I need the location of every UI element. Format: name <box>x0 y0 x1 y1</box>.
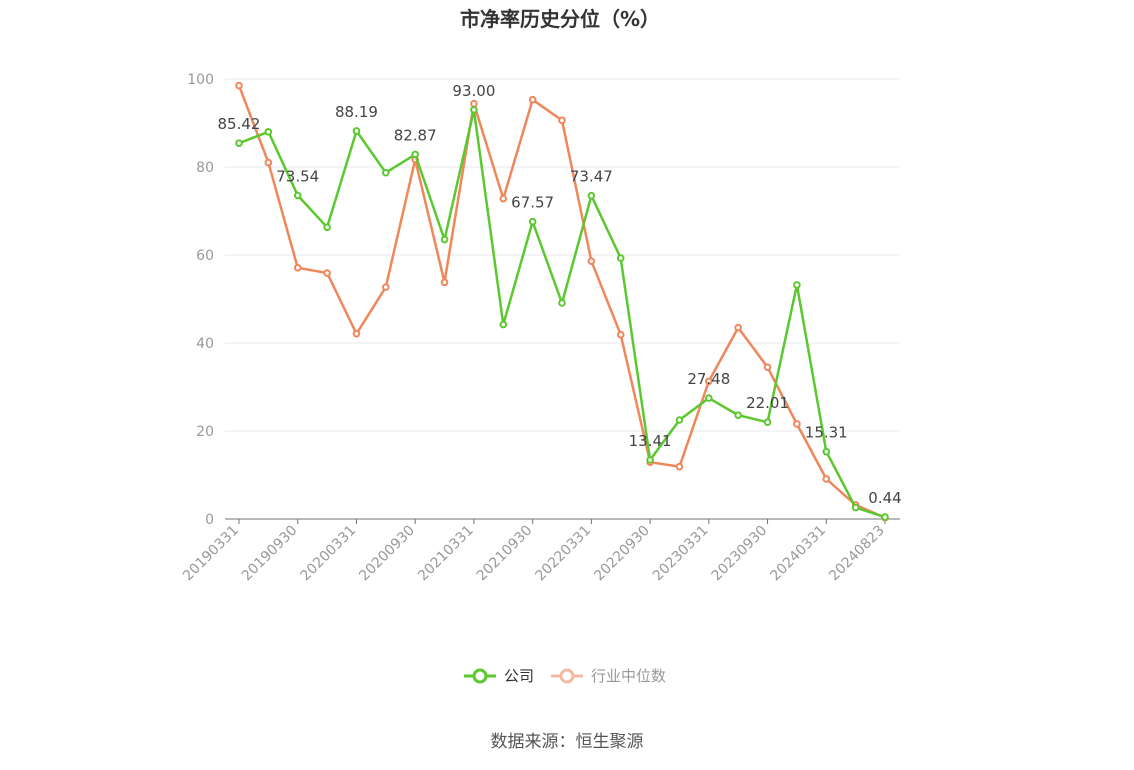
data-point-industry[interactable] <box>675 462 684 471</box>
data-label: 13.41 <box>629 432 672 450</box>
legend: 公司 行业中位数 <box>464 667 666 685</box>
data-point-company[interactable] <box>705 394 713 402</box>
x-tick-label: 20190930 <box>239 523 301 585</box>
data-point-company[interactable] <box>528 217 537 226</box>
x-tick-label: 20200331 <box>298 523 360 585</box>
data-label: 82.87 <box>394 126 437 144</box>
x-tick-label: 20210331 <box>415 523 477 585</box>
data-point-industry[interactable] <box>822 475 831 483</box>
data-label: 93.00 <box>452 82 495 100</box>
data-point-industry[interactable] <box>528 95 537 104</box>
y-tick-label: 20 <box>196 424 214 440</box>
data-point-company[interactable] <box>352 127 361 135</box>
data-point-industry[interactable] <box>264 158 273 167</box>
data-point-industry[interactable] <box>587 257 596 265</box>
data-point-company[interactable] <box>235 139 243 147</box>
y-tick-label: 60 <box>196 248 214 264</box>
data-point-company[interactable] <box>587 191 596 200</box>
legend-item-industry[interactable]: 行业中位数 <box>551 667 666 685</box>
x-tick-label: 20190331 <box>180 523 242 585</box>
y-tick-label: 0 <box>205 512 214 528</box>
data-point-company[interactable] <box>558 299 566 307</box>
data-point-company[interactable] <box>499 320 508 329</box>
legend-company-marker-icon <box>472 668 488 684</box>
x-tick-label: 20220331 <box>532 523 594 585</box>
data-point-company[interactable] <box>411 150 419 159</box>
legend-company-label: 公司 <box>504 667 534 685</box>
data-point-industry[interactable] <box>499 194 508 203</box>
data-label: 88.19 <box>335 103 378 121</box>
data-point-company[interactable] <box>646 456 654 464</box>
data-point-company[interactable] <box>382 168 390 177</box>
data-point-company[interactable] <box>822 447 831 456</box>
data-point-company[interactable] <box>440 235 449 244</box>
data-point-industry[interactable] <box>558 116 566 125</box>
data-label: 0.44 <box>868 489 901 507</box>
data-point-company[interactable] <box>734 411 742 419</box>
x-tick-label: 20220930 <box>591 523 653 585</box>
grid <box>225 78 900 432</box>
data-point-company[interactable] <box>264 128 273 136</box>
data-label: 22.01 <box>746 394 789 412</box>
data-point-industry[interactable] <box>352 329 361 338</box>
data-point-company[interactable] <box>616 254 625 262</box>
data-point-industry[interactable] <box>705 377 713 386</box>
legend-item-company[interactable]: 公司 <box>464 667 534 685</box>
legend-industry-marker-icon <box>559 668 575 684</box>
y-tick-label: 100 <box>187 72 214 88</box>
data-label: 73.47 <box>570 168 613 186</box>
series <box>235 81 889 522</box>
data-point-company[interactable] <box>323 223 331 232</box>
data-point-industry[interactable] <box>382 283 390 291</box>
data-labels: 85.42 73.54 88.19 82.87 93.00 67.57 73.47 13.41… <box>218 82 902 507</box>
data-point-company[interactable] <box>851 503 860 512</box>
data-point-industry[interactable] <box>293 263 302 272</box>
data-point-industry[interactable] <box>235 81 243 90</box>
data-label: 27.48 <box>687 370 730 388</box>
data-point-industry[interactable] <box>470 99 478 108</box>
data-point-industry[interactable] <box>763 363 772 372</box>
x-tick-label: 20240331 <box>767 523 829 585</box>
data-point-industry[interactable] <box>616 330 625 339</box>
data-point-company[interactable] <box>470 106 478 114</box>
series-line-company <box>238 108 886 519</box>
y-tick-label: 40 <box>196 336 214 352</box>
data-point-industry[interactable] <box>734 323 742 332</box>
data-point-company[interactable] <box>293 191 302 200</box>
data-point-company[interactable] <box>763 418 772 426</box>
legend-industry-label: 行业中位数 <box>591 667 666 685</box>
data-point-company[interactable] <box>793 281 801 289</box>
data-label: 15.31 <box>805 424 848 442</box>
data-label: 73.54 <box>276 167 319 185</box>
data-label: 67.57 <box>511 194 554 212</box>
data-source-note: 数据来源：恒生聚源 <box>491 732 644 752</box>
data-label: 85.42 <box>218 115 261 133</box>
data-point-company[interactable] <box>881 513 889 521</box>
data-point-industry[interactable] <box>323 269 331 277</box>
x-tick-label: 20230930 <box>709 523 771 585</box>
x-tick-label: 20210930 <box>474 523 536 585</box>
x-tick-label: 20240823 <box>826 523 888 585</box>
data-point-company[interactable] <box>675 416 684 424</box>
axes: 0 20 40 60 80 100 2019033120190930202003312020… <box>180 72 900 584</box>
x-tick-label: 20200930 <box>356 523 418 585</box>
data-point-industry[interactable] <box>440 278 449 287</box>
data-point-industry[interactable] <box>793 420 801 428</box>
y-tick-label: 80 <box>196 160 214 176</box>
chart-title: 市净率历史分位（%） <box>460 7 660 31</box>
x-tick-label: 20230331 <box>650 523 712 585</box>
